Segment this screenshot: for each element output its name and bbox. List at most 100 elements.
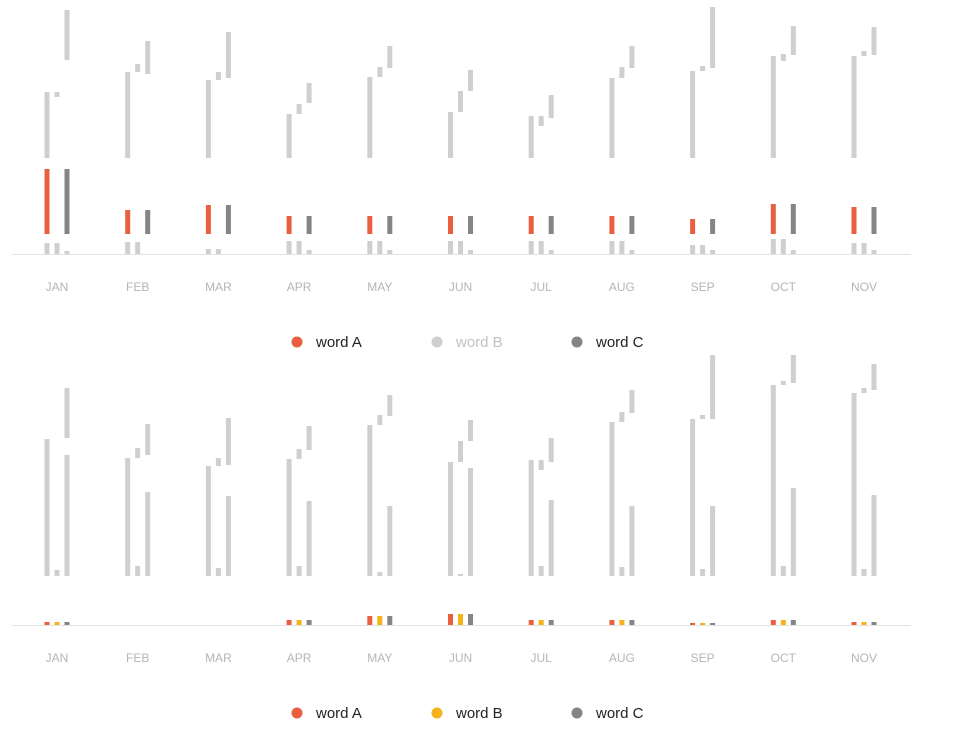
- ghost-bar: [135, 242, 141, 254]
- ghost-bar: [851, 243, 857, 254]
- x-tick-label-nov: NOV: [851, 651, 877, 665]
- ghost-bar: [64, 388, 70, 438]
- ghost-bar: [780, 239, 786, 254]
- ghost-bar: [871, 364, 877, 390]
- ghost-bar: [306, 250, 312, 254]
- ghost-bar: [780, 381, 786, 385]
- bar-word-c-apr: [306, 620, 312, 625]
- ghost-bar: [548, 438, 554, 462]
- x-tick-label-mar: MAR: [205, 280, 232, 294]
- bar-word-a-jun: [448, 614, 453, 625]
- x-tick-label-may: MAY: [367, 280, 392, 294]
- bar-word-c-jun: [468, 216, 473, 234]
- bar-word-a-apr: [286, 620, 292, 625]
- legend-label-word-a: word A: [315, 705, 362, 722]
- ghost-bar: [44, 243, 50, 254]
- ghost-bar: [871, 250, 877, 254]
- ghost-bar: [780, 54, 786, 61]
- legend-swatch-word-b: [431, 336, 443, 348]
- ghost-bar: [458, 241, 463, 254]
- ghost-bar: [468, 468, 473, 576]
- ghost-bar: [367, 425, 373, 576]
- bar-word-c-mar: [225, 205, 231, 234]
- ghost-bar: [710, 355, 716, 419]
- x-tick-label-jan: JAN: [46, 651, 69, 665]
- ghost-bar: [690, 419, 696, 576]
- bar-word-b-jun: [458, 614, 463, 625]
- bar-word-c-nov: [871, 622, 877, 625]
- x-tick-label-apr: APR: [287, 280, 312, 294]
- bar-word-b-jul: [538, 620, 544, 625]
- x-tick-label-feb: FEB: [126, 651, 149, 665]
- ghost-bar: [528, 460, 534, 576]
- chart-panel-2: JAN FEB MAR APR MAY JUN JUL AUG SEP OCT NOV word A w…: [12, 355, 911, 722]
- x-tick-label-jul: JUL: [531, 651, 553, 665]
- ghost-bar: [861, 51, 867, 56]
- ghost-bar: [135, 64, 141, 72]
- x-tick-label-nov: NOV: [851, 280, 877, 294]
- bar-word-a-aug: [609, 620, 615, 625]
- ghost-bar: [458, 574, 463, 576]
- x-tick-label-jun: JUN: [449, 280, 472, 294]
- legend-label-word-b: word B: [455, 334, 503, 351]
- legend-swatch-word-a: [291, 707, 303, 719]
- ghost-bar: [770, 385, 776, 576]
- ghost-bar: [448, 112, 453, 158]
- ghost-bar: [54, 92, 60, 97]
- x-tick-label-sep: SEP: [691, 651, 715, 665]
- ghost-bar: [205, 249, 211, 254]
- ghost-bar: [458, 441, 463, 462]
- ghost-bar: [286, 114, 292, 158]
- ghost-bar: [125, 242, 131, 254]
- ghost-bar: [296, 104, 302, 114]
- ghost-bar: [377, 415, 383, 425]
- bar-word-a-may: [367, 616, 373, 625]
- ghost-bar: [135, 448, 141, 458]
- bar-word-c-nov: [871, 207, 877, 234]
- ghost-bar: [387, 46, 393, 68]
- ghost-bar: [538, 460, 544, 470]
- ghost-bar: [790, 488, 796, 576]
- ghost-bar: [377, 241, 383, 254]
- ghost-bar: [548, 500, 554, 576]
- ghost-bar: [770, 239, 776, 254]
- bar-word-a-jan: [44, 169, 50, 234]
- ghost-bar: [700, 415, 706, 419]
- bar-word-c-feb: [145, 210, 151, 234]
- legend-swatch-word-a: [291, 336, 303, 348]
- bar-word-c-oct: [790, 204, 796, 234]
- ghost-bar: [145, 492, 151, 576]
- legend-label-word-a: word A: [315, 334, 362, 351]
- ghost-bar: [387, 395, 393, 416]
- legend-swatch-word-c: [571, 336, 583, 348]
- bar-word-a-mar: [205, 205, 211, 234]
- ghost-bar: [619, 67, 625, 78]
- legend-swatch-word-b: [431, 707, 443, 719]
- bar-word-b-may: [377, 616, 383, 625]
- ghost-bar: [225, 418, 231, 465]
- ghost-bar: [609, 78, 615, 158]
- ghost-bar: [851, 393, 857, 576]
- bar-word-a-oct: [770, 620, 776, 625]
- ghost-bar: [64, 251, 70, 254]
- ghost-bar: [790, 355, 796, 383]
- x-tick-label-apr: APR: [287, 651, 312, 665]
- bar-word-c-jun: [468, 614, 473, 625]
- x-tick-label-jan: JAN: [46, 280, 69, 294]
- ghost-bar: [468, 420, 473, 441]
- ghost-bar: [296, 449, 302, 459]
- ghost-bar: [619, 567, 625, 576]
- ghost-bar: [619, 412, 625, 422]
- ghost-bar: [710, 250, 716, 254]
- ghost-bar: [225, 496, 231, 576]
- ghost-bar: [377, 67, 383, 77]
- ghost-bar: [468, 70, 473, 91]
- ghost-bar: [448, 462, 453, 576]
- ghost-bar: [790, 250, 796, 254]
- legend-label-word-c: word C: [595, 705, 644, 722]
- ghost-bar: [710, 7, 716, 68]
- ghost-bar: [548, 250, 554, 254]
- ghost-bar: [306, 501, 312, 576]
- bar-word-c-may: [387, 616, 393, 625]
- x-tick-label-sep: SEP: [691, 280, 715, 294]
